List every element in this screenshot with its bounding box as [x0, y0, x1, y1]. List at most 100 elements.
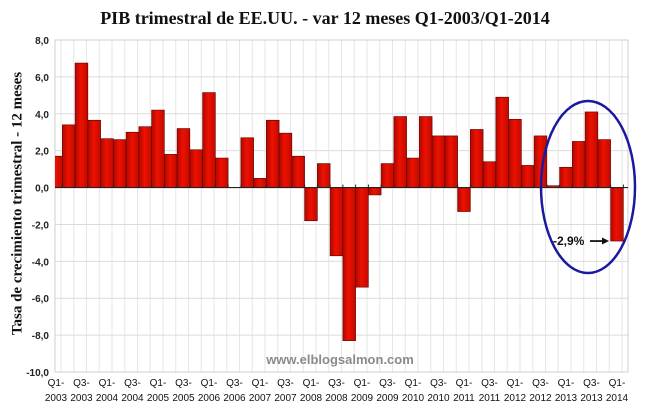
y-tick-label: 4,0 — [35, 110, 49, 121]
x-tick-label-year: 2013 — [555, 393, 578, 404]
x-tick-label-year: 2007 — [274, 393, 297, 404]
x-tick-label-year: 2004 — [96, 393, 119, 404]
bar-Q3-2011 — [482, 161, 497, 188]
x-tick-label-quarter: Q1- — [456, 378, 473, 389]
chart-title: PIB trimestral de EE.UU. - var 12 meses … — [100, 8, 550, 28]
bar-Q3-2013 — [584, 111, 599, 188]
bar-Q3-2008 — [329, 187, 344, 257]
x-tick-label-year: 2006 — [198, 393, 221, 404]
x-tick-label-year: 2008 — [325, 393, 348, 404]
x-tick-label-year: 2010 — [427, 393, 450, 404]
bar-Q1-2006 — [202, 92, 216, 188]
x-tick-label-quarter: Q3- — [328, 378, 345, 389]
bar-Q4-2010 — [444, 135, 458, 188]
bar-Q2-2006 — [215, 157, 229, 188]
bar-Q4-2008 — [342, 187, 356, 341]
bar-Q4-2011 — [495, 96, 509, 188]
bar-Q1-2005 — [151, 109, 165, 188]
x-tick-label-quarter: Q3- — [430, 378, 447, 389]
x-tick-label-year: 2012 — [529, 393, 552, 404]
bar-Q2-2008 — [317, 163, 331, 188]
x-tick-label-year: 2007 — [249, 393, 272, 404]
bar-Q3-2007 — [278, 132, 293, 188]
y-tick-label: 0,0 — [35, 184, 49, 195]
x-tick-label-quarter: Q1- — [48, 378, 65, 389]
bar-Q1-2011 — [457, 187, 471, 212]
bar-Q2-2003 — [62, 124, 76, 188]
bar-Q1-2010 — [406, 157, 420, 188]
x-tick-label-year: 2003 — [70, 393, 93, 404]
bar-Q2-2009 — [368, 187, 382, 196]
bar-Q1-2012 — [508, 119, 522, 188]
x-tick-label-quarter: Q3- — [379, 378, 396, 389]
x-tick-label-quarter: Q1- — [354, 378, 371, 389]
plot-border — [54, 39, 629, 373]
bar-Q2-2005 — [164, 154, 178, 188]
x-tick-label-year: 2011 — [479, 393, 501, 404]
x-tick-label-quarter: Q3- — [583, 378, 600, 389]
bar-Q4-2009 — [393, 116, 407, 188]
bar-Q2-2013 — [572, 141, 586, 188]
x-tick-label-year: 2008 — [300, 393, 323, 404]
x-tick-label-quarter: Q3- — [532, 378, 549, 389]
x-tick-label-quarter: Q1- — [201, 378, 218, 389]
annotation-arrow-head-icon — [602, 237, 609, 245]
x-tick-label-year: 2006 — [223, 393, 246, 404]
x-tick-label-quarter: Q3- — [175, 378, 192, 389]
bar-Q1-2014 — [610, 187, 624, 242]
x-tick-label-year: 2010 — [402, 393, 425, 404]
bar-Q3-2009 — [380, 163, 395, 188]
x-tick-label-year: 2004 — [121, 393, 144, 404]
x-tick-label-quarter: Q3- — [277, 378, 294, 389]
y-tick-label: -6,0 — [32, 294, 50, 305]
x-tick-label-quarter: Q1- — [150, 378, 167, 389]
x-tick-label-year: 2012 — [504, 393, 527, 404]
bar-Q3-2004 — [125, 131, 140, 188]
x-tick-label-quarter: Q1- — [252, 378, 269, 389]
bar-Q3-2005 — [176, 128, 191, 188]
x-tick-label-year: 2009 — [351, 393, 374, 404]
bar-Q2-2007 — [266, 119, 280, 188]
annotation-label: -2,9% — [553, 234, 585, 248]
x-tick-label-year: 2013 — [580, 393, 603, 404]
bar-Q1-2009 — [355, 187, 369, 288]
x-tick-label-quarter: Q3- — [73, 378, 90, 389]
bar-Q4-2007 — [291, 155, 305, 188]
x-tick-label-quarter: Q3- — [124, 378, 141, 389]
bar-Q1-2013 — [559, 166, 573, 188]
bar-Q1-2008 — [304, 187, 318, 222]
bar-Q3-2010 — [431, 135, 446, 188]
bar-Q1-2007 — [253, 178, 267, 188]
x-tick-label-quarter: Q3- — [481, 378, 498, 389]
y-tick-label: -10,0 — [26, 368, 49, 379]
y-tick-label: -4,0 — [32, 257, 50, 268]
x-tick-label-quarter: Q3- — [226, 378, 243, 389]
y-tick-label: -8,0 — [32, 331, 50, 342]
x-tick-label-quarter: Q1- — [405, 378, 422, 389]
bar-Q2-2012 — [521, 165, 535, 188]
y-tick-label: 6,0 — [35, 73, 49, 84]
x-tick-label-year: 2009 — [376, 393, 399, 404]
y-tick-label: 2,0 — [35, 147, 49, 158]
highlight-ellipse — [539, 99, 637, 275]
watermark: www.elblogsalmon.com — [265, 352, 414, 367]
y-tick-label: -2,0 — [32, 220, 50, 231]
bar-Q4-2013 — [597, 139, 611, 188]
y-tick-label: 8,0 — [35, 36, 49, 47]
x-tick-label-quarter: Q1- — [99, 378, 116, 389]
x-tick-label-quarter: Q1- — [507, 378, 524, 389]
bar-Q1-2004 — [100, 138, 114, 188]
bar-Q4-2005 — [189, 149, 203, 188]
bar-Q4-2004 — [138, 126, 152, 188]
x-tick-label-quarter: Q1- — [303, 378, 320, 389]
x-tick-label-year: 2005 — [147, 393, 170, 404]
x-tick-label-year: 2014 — [606, 393, 629, 404]
bar-Q2-2010 — [419, 116, 433, 188]
bar-Q1-2003 — [55, 155, 63, 188]
bar-Q4-2003 — [87, 119, 101, 188]
bar-Q2-2004 — [113, 139, 127, 188]
bar-Q4-2006 — [240, 137, 254, 188]
bar-Q2-2011 — [470, 129, 484, 188]
x-tick-label-quarter: Q1- — [609, 378, 626, 389]
